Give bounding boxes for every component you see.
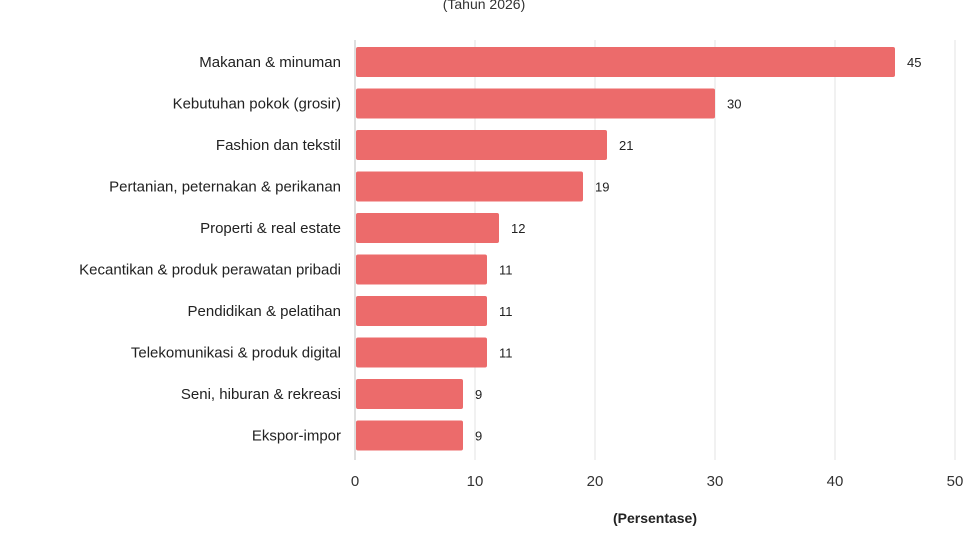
x-tick-labels: 0 10 20 30 40 50 [351,473,964,490]
category-label: Pendidikan & pelatihan [188,303,341,320]
category-label: Kecantikan & produk perawatan pribadi [79,262,341,279]
bar [356,130,607,160]
bar [356,379,463,409]
category-label: Seni, hiburan & rekreasi [181,386,341,403]
category-label: Properti & real estate [200,220,341,237]
category-label: Kebutuhan pokok (grosir) [173,96,341,113]
bar [356,296,487,326]
chart-subtitle: (Tahun 2026) [442,0,526,12]
bar [356,47,895,77]
category-labels: Makanan & minuman Kebutuhan pokok (grosir… [79,54,341,445]
value-label: 45 [907,55,921,70]
x-tick-label: 30 [707,473,724,490]
x-tick-label: 20 [587,473,604,490]
category-label: Pertanian, peternakan & perikanan [109,179,341,196]
value-labels: 45 30 21 19 12 11 11 11 9 9 [475,55,921,444]
value-label: 30 [727,97,741,112]
value-label: 12 [511,221,525,236]
value-label: 11 [499,346,513,361]
category-label: Fashion dan tekstil [216,137,341,154]
x-axis-title: (Persentase) [613,510,697,526]
bar [356,420,463,451]
bar [356,171,583,202]
bars [356,47,895,451]
grid-lines [354,40,956,460]
value-label: 11 [499,304,513,319]
bar [356,254,487,285]
value-label: 19 [595,180,609,195]
x-tick-label: 0 [351,473,359,490]
category-label: Telekomunikasi & produk digital [131,345,341,362]
bar [356,213,499,243]
value-label: 9 [475,429,482,444]
x-tick-label: 10 [467,473,484,490]
value-label: 21 [619,138,633,153]
value-label: 11 [499,263,513,278]
bar [356,88,715,119]
bar [356,337,487,368]
x-tick-label: 50 [947,473,964,490]
category-label: Ekspor-impor [252,428,341,445]
category-label: Makanan & minuman [199,54,341,71]
x-tick-label: 40 [827,473,844,490]
value-label: 9 [475,387,482,402]
